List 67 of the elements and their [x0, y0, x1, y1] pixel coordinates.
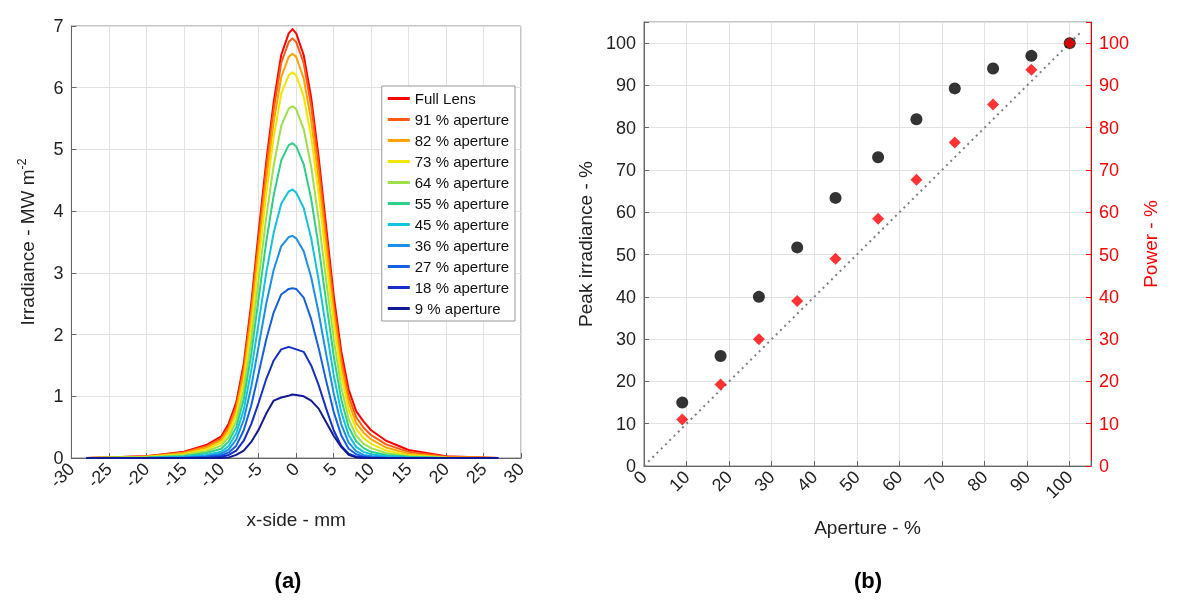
y-tick-label: 40: [615, 286, 636, 307]
y-tick-label: 20: [615, 371, 636, 392]
x-tick-label: 30: [750, 466, 779, 496]
y2-tick-label: 30: [1099, 329, 1120, 350]
x-tick-label: 80: [963, 466, 992, 496]
x-tick-label: -15: [158, 458, 191, 492]
x-tick-label: 50: [835, 466, 864, 496]
y-tick-label: 1: [53, 386, 64, 407]
y2-tick-label: 70: [1099, 160, 1120, 180]
x-tick-label: 5: [319, 458, 341, 481]
x-axis-title: x-side - mm: [246, 509, 346, 530]
y-tick-label: 100: [605, 33, 636, 54]
text: (b): [853, 567, 883, 593]
x-tick-label: 90: [1005, 466, 1035, 496]
x-axis-title: Aperture - %: [814, 517, 921, 538]
y2-tick-label: 20: [1099, 371, 1120, 392]
y-tick-label: 10: [615, 413, 636, 434]
y2-axis-title: Power - %: [1140, 200, 1161, 288]
x-tick-label: 40: [793, 466, 822, 496]
legend-label: 55 % aperture: [414, 195, 510, 212]
y-tick-label: 30: [615, 329, 636, 350]
y2-tick-label: 60: [1099, 202, 1120, 223]
y2-tick-label: 80: [1099, 117, 1120, 138]
x-tick-label: 20: [707, 466, 737, 496]
x-tick-label: 25: [462, 458, 491, 488]
legend-label: 64 % aperture: [414, 174, 510, 191]
x-tick-label: 100: [1041, 466, 1077, 503]
legend-label: 27 % aperture: [414, 258, 510, 275]
x-tick-label: 30: [499, 458, 529, 488]
text: (a): [274, 567, 302, 593]
y2-tick-label: 10: [1099, 413, 1120, 434]
legend-label: 45 % aperture: [414, 216, 510, 233]
legend-label: Full Lens: [414, 90, 476, 107]
x-tick-label: 0: [282, 458, 304, 481]
x-tick-label: -5: [240, 458, 266, 485]
y2-tick-label: 40: [1099, 286, 1120, 307]
y-tick-label: 80: [615, 117, 636, 138]
x-tick-label: 15: [387, 458, 416, 488]
y-tick-label: 7: [53, 16, 64, 36]
y-tick-label: 70: [615, 160, 636, 180]
legend-label: 18 % aperture: [414, 279, 510, 296]
y-tick-label: 5: [53, 139, 64, 160]
y2-tick-label: 90: [1099, 75, 1120, 96]
y2-tick-label: 100: [1099, 33, 1130, 54]
x-tick-label: 60: [878, 466, 907, 496]
x-tick-label: 10: [665, 466, 694, 496]
x-tick-label: 20: [424, 458, 454, 488]
legend-label: 82 % aperture: [414, 132, 510, 149]
y-tick-label: 2: [53, 324, 64, 345]
y-tick-label: 60: [615, 202, 636, 223]
x-tick-label: -25: [83, 458, 116, 492]
y-tick-label: 6: [53, 77, 64, 98]
legend-label: 91 % aperture: [414, 111, 510, 128]
y-axis-title: Peak irradiance - %: [575, 161, 596, 327]
y-tick-label: 3: [53, 262, 64, 283]
legend-label: 36 % aperture: [414, 237, 510, 254]
y-tick-label: 4: [53, 201, 64, 222]
y-tick-label: 90: [615, 75, 636, 96]
legend-label: 73 % aperture: [414, 153, 510, 170]
x-tick-label: 10: [349, 458, 379, 488]
x-tick-label: -20: [120, 458, 154, 492]
legend-label: 9 % aperture: [414, 300, 501, 317]
x-tick-label: 70: [920, 466, 950, 496]
y2-tick-label: 50: [1099, 244, 1120, 265]
y-axis-title: Irradiance - MW m-2: [15, 158, 39, 326]
x-tick-label: -10: [195, 458, 229, 492]
y-tick-label: 50: [615, 244, 636, 265]
